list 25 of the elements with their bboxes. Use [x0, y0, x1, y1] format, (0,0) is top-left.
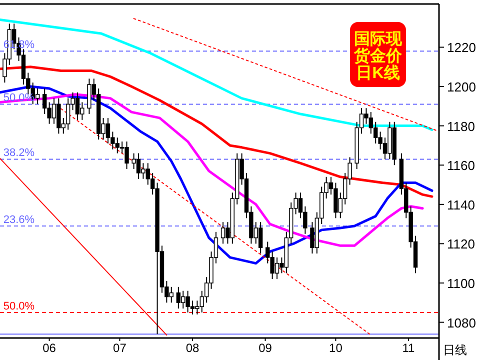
- y-tick-label: 1100: [447, 276, 475, 291]
- line-series: [0, 18, 434, 131]
- y-tick-label: 1120: [447, 236, 475, 252]
- y-tick-label: 1160: [447, 158, 475, 174]
- y-tick-label: 1220: [447, 40, 476, 56]
- x-tick-label: 08: [186, 341, 200, 355]
- x-tick-label: 09: [258, 341, 272, 355]
- y-tick-label: 1080: [447, 315, 476, 330]
- candlestick: [258, 222, 263, 254]
- candlestick: [176, 286, 181, 310]
- annotation: 50.0%: [3, 300, 35, 312]
- text: 国际现货金价日K线: [353, 31, 403, 82]
- x-tick-label: 10: [329, 341, 343, 355]
- x-tick-label: 11: [402, 341, 416, 355]
- y-tick-label: 1180: [447, 118, 475, 134]
- y-tick-label: 1140: [447, 197, 475, 212]
- line-series: [0, 66, 434, 198]
- annotation: 23.6%: [3, 214, 35, 226]
- x-tick-label: 06: [42, 341, 56, 355]
- x-tick-label: 07: [113, 341, 127, 355]
- candlestick: [35, 88, 40, 105]
- text: 日线: [443, 343, 467, 357]
- line-series: [0, 93, 424, 247]
- y-tick-label: 1200: [447, 80, 476, 95]
- annotation: 38.2%: [3, 147, 35, 160]
